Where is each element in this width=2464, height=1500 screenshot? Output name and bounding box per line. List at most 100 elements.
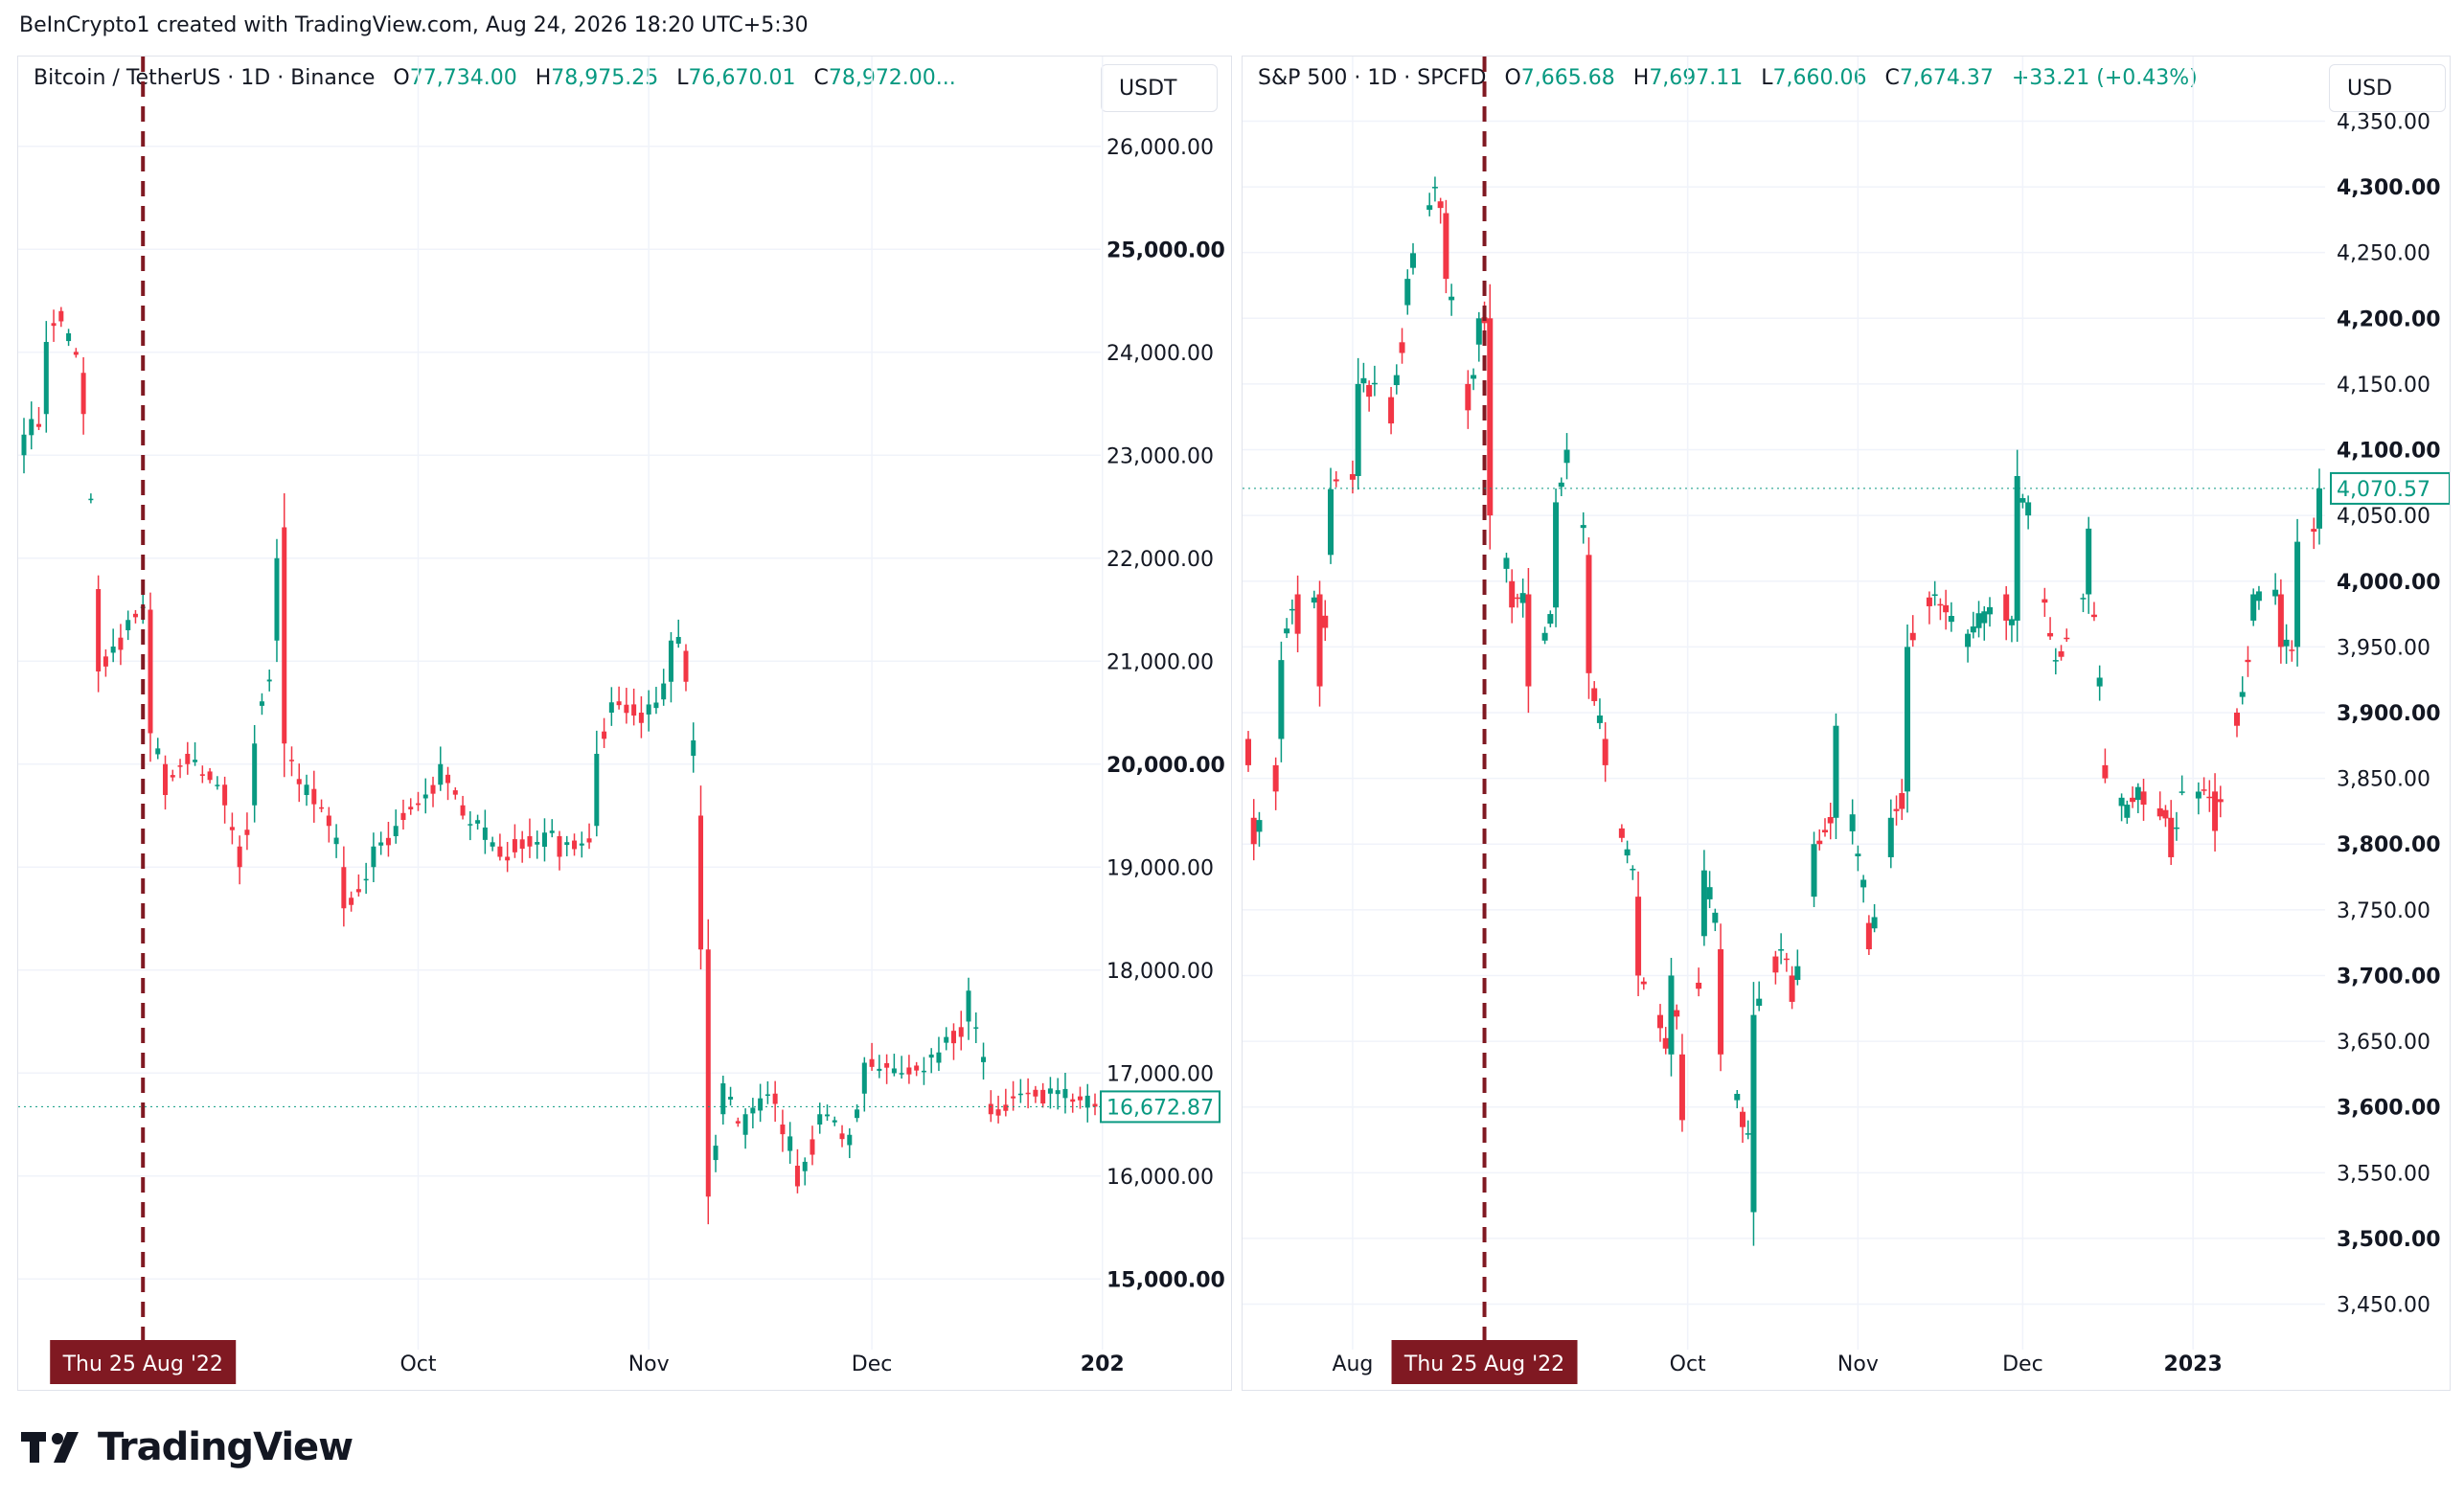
candle-up <box>378 831 384 855</box>
btc-high-value: 78,975.25 <box>551 66 659 90</box>
candles <box>21 307 1098 1225</box>
date-marker-label: Thu 25 Aug '22 <box>1403 1352 1564 1376</box>
btc-open-value: 77,734.00 <box>409 66 517 90</box>
candle-down <box>705 919 711 1225</box>
y-tick-label: 3,500.00 <box>2337 1228 2441 1252</box>
candle-down <box>148 592 153 762</box>
spx-symbol: S&P 500 · 1D · SPCFD <box>1258 66 1487 90</box>
candle-down <box>1245 731 1251 772</box>
candle-body <box>1740 1111 1745 1127</box>
candle-up <box>1328 467 1334 564</box>
candle-up <box>653 687 659 715</box>
candle-down <box>1316 580 1323 707</box>
candle-body <box>2019 498 2026 503</box>
spx-open-key: O <box>1504 66 1521 90</box>
candle-down <box>1926 591 1932 625</box>
candle-body <box>266 679 272 682</box>
btc-candlestick-plot[interactable]: 26,000.00 25,000.00 24,000.00 23,000.00 22,0… <box>18 57 1231 1390</box>
candle-body <box>452 790 458 795</box>
candle-down <box>914 1061 920 1077</box>
candle-body <box>1662 1037 1669 1049</box>
candle-up <box>1371 365 1378 397</box>
candle-down <box>631 688 637 726</box>
candle-down <box>1740 1106 1745 1144</box>
candle-down <box>385 821 391 857</box>
last-price-label: 16,672.87 <box>1107 1096 1214 1120</box>
candle-down <box>1366 380 1373 412</box>
candle-up <box>966 977 971 1040</box>
spx-chart-panel[interactable]: S&P 500 · 1D · SPCFD O7,665.68 H7,697.11… <box>1242 56 2451 1391</box>
candle-body <box>207 771 213 781</box>
candle-up <box>1519 578 1526 618</box>
candle-up <box>490 836 495 852</box>
candle-body <box>906 1067 912 1075</box>
candle-body <box>602 731 607 739</box>
candle-body <box>1696 982 1702 989</box>
btc-close-value: 78,972.00... <box>828 66 956 90</box>
candle-body <box>1794 966 1801 981</box>
candle-body <box>2124 805 2131 818</box>
candle-down <box>1437 197 1444 224</box>
candle-body <box>1017 1093 1023 1096</box>
candle-down <box>2130 786 2136 808</box>
candle-up <box>928 1048 934 1074</box>
candle-body <box>2025 502 2032 516</box>
x-tick-label: Oct <box>399 1352 436 1376</box>
candle-body <box>2245 659 2251 663</box>
x-tick-label: 202 <box>1081 1352 1125 1376</box>
candle-up <box>1360 362 1367 393</box>
candle-body <box>371 846 376 868</box>
candle-up <box>482 809 488 854</box>
candle-body <box>1789 975 1795 1002</box>
candle-body <box>557 836 562 857</box>
candle-body <box>222 784 228 806</box>
candle-down <box>177 759 183 779</box>
candle-body <box>1475 318 1482 345</box>
candle-body <box>810 1139 815 1155</box>
x-tick-label: Dec <box>2002 1352 2043 1376</box>
candle-body <box>1750 1014 1757 1213</box>
tradingview-logo[interactable]: TradingView <box>21 1425 354 1469</box>
candle-up <box>668 631 673 703</box>
candle-up <box>1987 597 1993 627</box>
candle-up <box>579 831 584 858</box>
candle-body <box>928 1054 934 1058</box>
candle-body <box>1443 213 1449 280</box>
candle-up <box>1712 908 1719 932</box>
candle-down <box>1602 722 1608 783</box>
candle-down <box>2212 773 2219 852</box>
candle-up <box>125 610 131 641</box>
candle-body <box>1092 1103 1098 1107</box>
candle-body <box>2294 541 2301 648</box>
btc-chart-panel[interactable]: Bitcoin / TetherUS · 1D · Binance O77,73… <box>17 56 1232 1391</box>
candle-body <box>1602 739 1608 765</box>
candle-down <box>683 644 689 692</box>
candle-down <box>616 686 622 710</box>
candle-up <box>1931 580 1938 606</box>
candle-up <box>1278 641 1285 762</box>
candle-body <box>1055 1090 1061 1095</box>
candle-body <box>713 1146 719 1161</box>
candle-body <box>787 1136 793 1151</box>
candle-body <box>199 774 205 776</box>
candle-up <box>921 1057 926 1085</box>
btc-currency-button[interactable]: USDT <box>1101 64 1218 112</box>
spx-candlestick-plot[interactable]: 4,350.00 4,300.00 4,250.00 4,200.00 4,150.00… <box>1243 57 2450 1390</box>
candle-body <box>2234 713 2240 726</box>
candle-down <box>96 575 102 693</box>
spx-currency-button[interactable]: USD <box>2329 64 2446 112</box>
candle-down <box>445 766 451 801</box>
candle-body <box>1734 1093 1741 1101</box>
candle-up <box>1471 368 1477 391</box>
candle-body <box>1591 688 1598 701</box>
candle-body <box>274 557 280 641</box>
candle-body <box>1558 482 1564 488</box>
y-tick-label: 26,000.00 <box>1107 136 1214 160</box>
candle-body <box>1668 975 1675 1055</box>
candle-body <box>282 527 287 744</box>
last-price-tag <box>2330 471 2450 505</box>
candle-up <box>2134 783 2141 813</box>
candle-body <box>1887 817 1894 857</box>
candle-up <box>1706 871 1713 909</box>
candle-body <box>118 637 124 650</box>
